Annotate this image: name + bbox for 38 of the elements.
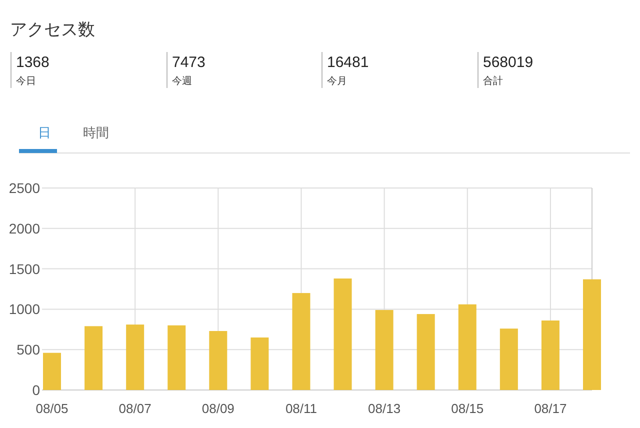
bar: [458, 304, 476, 390]
bar: [500, 328, 518, 390]
bar: [375, 310, 394, 390]
text: 今月: [327, 75, 347, 87]
x-tick-label: 08/07: [118, 401, 152, 416]
y-tick-label: 2000: [8, 220, 40, 236]
bar: [126, 324, 144, 390]
y-tick-label: 1000: [8, 301, 40, 318]
x-tick-label: 08/13: [368, 401, 401, 416]
bar: [583, 279, 601, 390]
text: 日: [38, 125, 51, 140]
text: 16481: [327, 54, 369, 71]
x-tick-label: 08/11: [285, 401, 318, 416]
bar: [209, 331, 228, 390]
bar: [168, 325, 186, 390]
bar: [43, 352, 61, 390]
y-tick-label: 1500: [8, 260, 40, 277]
y-tick-label: 2500: [8, 180, 40, 196]
text: 1368: [16, 54, 50, 71]
text: アクセス数: [10, 20, 95, 39]
bar: [416, 314, 435, 390]
y-tick-label: 500: [16, 342, 40, 358]
bar: [292, 293, 310, 390]
text: 今日: [16, 75, 36, 87]
bar: [541, 320, 560, 390]
bar: [334, 278, 352, 390]
text: 時間: [83, 125, 109, 140]
x-tick-label: 08/09: [202, 401, 234, 416]
x-tick-label: 08/17: [534, 401, 567, 416]
text: 568019: [483, 54, 534, 71]
bar: [250, 337, 269, 390]
bar: [84, 326, 103, 390]
text: 7473: [172, 54, 206, 71]
x-tick-label: 08/05: [36, 401, 68, 416]
y-tick-label: 0: [32, 382, 40, 398]
x-tick-label: 08/15: [451, 401, 484, 416]
text: 今週: [172, 75, 192, 87]
text: 合計: [483, 75, 503, 87]
